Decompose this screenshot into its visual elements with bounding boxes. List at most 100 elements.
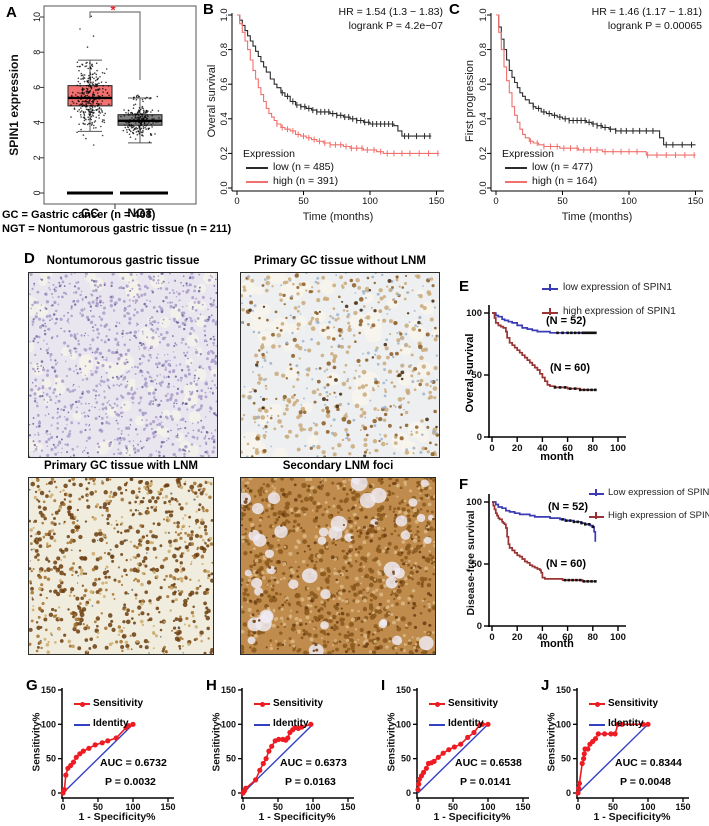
- histology-title-without-lnm: Primary GC tissue without LNM: [254, 255, 426, 267]
- panel-e-legend-low-tick: [549, 284, 551, 291]
- panel-c-legend-high-swatch: [505, 181, 527, 183]
- svg-text:0: 0: [60, 802, 65, 812]
- panel-h-legend-sensitivity: Sensitivity: [273, 698, 324, 709]
- caption-ngt: NGT = Nontumorous gastric tissue (n = 21…: [2, 223, 232, 235]
- svg-text:100: 100: [466, 497, 482, 508]
- svg-text:100: 100: [396, 719, 411, 729]
- histology-image-secondary-lnm: [240, 477, 436, 655]
- svg-text:0: 0: [32, 190, 42, 195]
- svg-text:6: 6: [32, 85, 42, 90]
- svg-text:0.4: 0.4: [478, 112, 489, 125]
- panel-h-legend-identity: Identity: [273, 718, 309, 729]
- panel-j-label: J: [541, 677, 550, 694]
- panel-i-identity-swatch: [429, 724, 445, 726]
- panel-e-label: E: [459, 278, 470, 295]
- svg-text:2: 2: [32, 155, 42, 160]
- svg-text:0: 0: [234, 196, 239, 207]
- panel-i-legend-sensitivity: Sensitivity: [448, 698, 499, 709]
- panel-b-y-axis-label: Overal survival: [206, 64, 218, 138]
- panel-c-legend-low-swatch: [505, 167, 527, 169]
- svg-text:0: 0: [493, 196, 498, 207]
- svg-text:10: 10: [32, 12, 42, 22]
- svg-text:0.8: 0.8: [219, 43, 230, 56]
- panel-b-logrank-text: logrank P = 4.2e−07: [348, 20, 443, 32]
- panel-f-x-axis-label: month: [540, 638, 574, 650]
- histology-title-with-lnm: Primary GC tissue with LNM: [43, 460, 199, 472]
- svg-text:0.0: 0.0: [219, 181, 230, 194]
- histology-title-secondary-lnm: Secondary LNM foci: [282, 460, 394, 472]
- svg-text:0.2: 0.2: [478, 147, 489, 160]
- group-label-ngt: NGT: [127, 206, 153, 220]
- svg-text:0.6: 0.6: [219, 78, 230, 91]
- svg-text:0.8: 0.8: [478, 43, 489, 56]
- svg-text:0: 0: [240, 802, 245, 812]
- svg-text:150: 150: [688, 196, 704, 207]
- svg-text:150: 150: [515, 802, 530, 812]
- panel-f-legend-low-label: Low expression of SPIN1: [608, 487, 709, 498]
- panel-h-sensitivity-dot: [259, 701, 265, 707]
- svg-text:100: 100: [362, 196, 378, 207]
- svg-text:0: 0: [406, 788, 411, 798]
- panel-c-legend-low-label: low (n = 477): [532, 161, 593, 173]
- panel-a-y-axis-label: SPIN1 expression: [7, 54, 21, 156]
- panel-f-legend-high-tick: [595, 512, 597, 519]
- panel-h-label: H: [206, 677, 217, 694]
- panel-i-auc-text: AUC = 0.6538: [455, 757, 522, 769]
- panel-h-identity-swatch: [254, 724, 270, 726]
- svg-text:0: 0: [477, 621, 482, 632]
- caption-gc: GC = Gastric cancer (n = 408): [2, 209, 156, 221]
- panel-c-x-axis-label: Time (months): [561, 211, 633, 223]
- svg-text:0.6: 0.6: [478, 78, 489, 91]
- svg-text:150: 150: [429, 196, 445, 207]
- svg-text:0: 0: [566, 788, 571, 798]
- panel-c-hr-text: HR = 1.46 (1.17 − 1.81): [591, 6, 702, 18]
- svg-text:20: 20: [512, 443, 523, 454]
- svg-text:150: 150: [221, 685, 236, 695]
- svg-text:0: 0: [477, 432, 482, 443]
- histology-title-nontumorous: Nontumorous gastric tissue: [46, 255, 200, 267]
- panel-e-legend-high-label: high expression of SPIN1: [563, 306, 676, 317]
- svg-text:20: 20: [512, 632, 523, 643]
- panel-b-label: B: [203, 1, 214, 18]
- panel-f-legend-high-label: High expression of SPIN1: [608, 510, 709, 521]
- panel-h-p-text: P = 0.0163: [285, 776, 336, 788]
- svg-text:50: 50: [226, 754, 236, 764]
- svg-text:50: 50: [298, 196, 309, 207]
- svg-text:100: 100: [41, 719, 56, 729]
- panel-i-sensitivity-dot: [434, 701, 440, 707]
- panel-g-y-axis-label: Sensitivity%: [31, 712, 43, 772]
- panel-g-legend-identity: Identity: [93, 718, 129, 729]
- svg-text:0: 0: [415, 802, 420, 812]
- panel-f-n-high-annotation: (N = 60): [546, 558, 587, 570]
- svg-text:50: 50: [46, 754, 56, 764]
- panel-f-y-axis-label: Disease-free survival: [465, 510, 477, 616]
- panel-h-y-axis-label: Sensitivity%: [211, 712, 223, 772]
- panel-j-legend-sensitivity: Sensitivity: [608, 698, 659, 709]
- panel-b-x-axis-label: Time (months): [302, 211, 374, 223]
- panel-f-label: F: [459, 476, 469, 493]
- panel-i-label: I: [381, 677, 386, 694]
- svg-text:80: 80: [588, 443, 599, 454]
- panel-d-label: D: [24, 250, 35, 267]
- svg-text:50: 50: [401, 754, 411, 764]
- svg-text:0: 0: [231, 788, 236, 798]
- svg-text:0: 0: [489, 632, 494, 643]
- panel-j-p-text: P = 0.0048: [620, 776, 671, 788]
- svg-text:1.0: 1.0: [219, 8, 230, 21]
- svg-text:4: 4: [32, 120, 42, 125]
- panel-g-auc-text: AUC = 0.6732: [100, 757, 167, 769]
- panel-g-label: G: [26, 677, 38, 694]
- svg-text:150: 150: [675, 802, 690, 812]
- histology-image-nontumorous: [28, 272, 218, 458]
- svg-text:0: 0: [489, 443, 494, 454]
- svg-text:0: 0: [51, 788, 56, 798]
- panel-g-identity-swatch: [74, 724, 90, 726]
- panel-c-logrank-text: logrank P = 0.00065: [607, 20, 702, 32]
- panel-j-identity-swatch: [589, 724, 605, 726]
- panel-i-x-axis-label: 1 - Specificity%: [433, 811, 511, 823]
- svg-text:50: 50: [561, 754, 571, 764]
- svg-text:0.0: 0.0: [478, 181, 489, 194]
- panel-i-p-text: P = 0.0141: [460, 776, 511, 788]
- panel-b-legend-title: Expression: [243, 148, 295, 160]
- panel-i-legend-identity: Identity: [448, 718, 484, 729]
